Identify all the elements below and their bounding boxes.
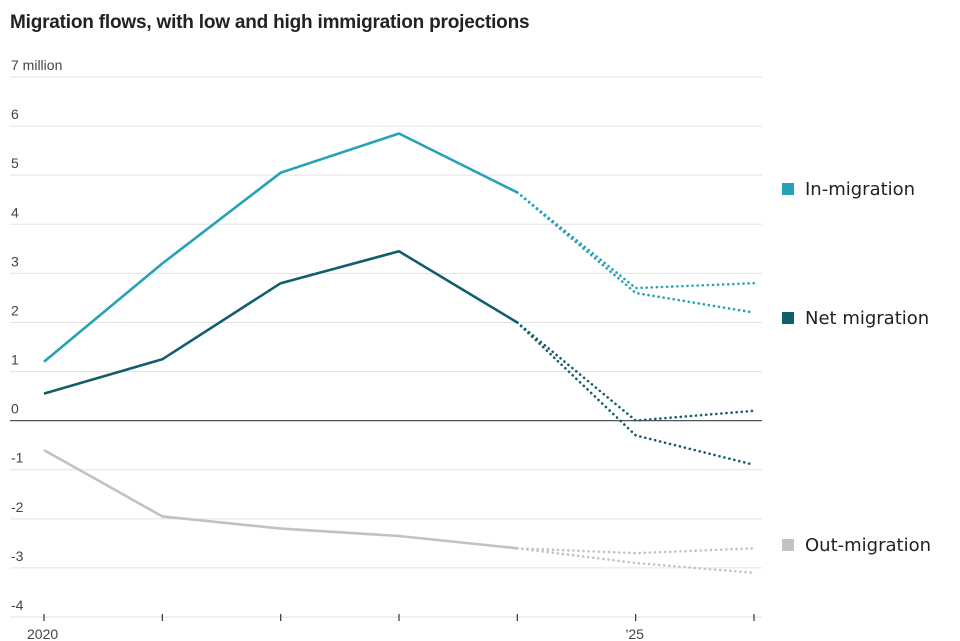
series-layer: [43, 132, 756, 575]
legend-label-out-migration: Out-migration: [805, 535, 931, 556]
y-tick-label: 3: [11, 253, 19, 269]
legend: In-migration Net migration Out-migration: [782, 179, 931, 556]
y-tick-label: -2: [11, 499, 24, 515]
x-tick-label: 2020: [27, 626, 58, 641]
legend-swatch-out-migration: [782, 539, 794, 551]
in-migration-line: [43, 132, 518, 363]
y-tick-label: 6: [11, 106, 19, 122]
out-migration-projection-line: [515, 546, 756, 575]
net-migration-line: [43, 250, 518, 395]
y-tick-label: 1: [11, 352, 19, 368]
in-migration-projection-line: [515, 191, 756, 314]
net-migration-projection-line: [515, 321, 756, 422]
axis-layer: -4 -3 -2 -1 0 1 2 3 4 5 6 7 million 2020 '25: [10, 57, 762, 641]
out-migration-line: [43, 448, 518, 550]
in-migration-projection-line: [515, 191, 756, 290]
y-tick-label: 2: [11, 302, 19, 318]
y-tick-label: 5: [11, 155, 19, 171]
y-tick-label: -3: [11, 548, 24, 564]
y-tick-label: 4: [11, 204, 19, 220]
y-tick-label: 7 million: [11, 57, 62, 73]
y-tick-label: -1: [11, 450, 24, 466]
grid-layer: [10, 76, 762, 618]
net-migration-projection-line: [515, 321, 756, 467]
y-tick-label: 0: [11, 401, 19, 417]
legend-label-in-migration: In-migration: [805, 179, 915, 200]
chart-title: Migration flows, with low and high immig…: [10, 12, 530, 33]
legend-swatch-in-migration: [782, 183, 794, 195]
legend-swatch-net-migration: [782, 312, 794, 324]
x-tick-label: '25: [626, 626, 644, 641]
out-migration-projection-line: [515, 546, 756, 555]
y-tick-label: -4: [11, 597, 24, 613]
legend-label-net-migration: Net migration: [805, 308, 929, 329]
